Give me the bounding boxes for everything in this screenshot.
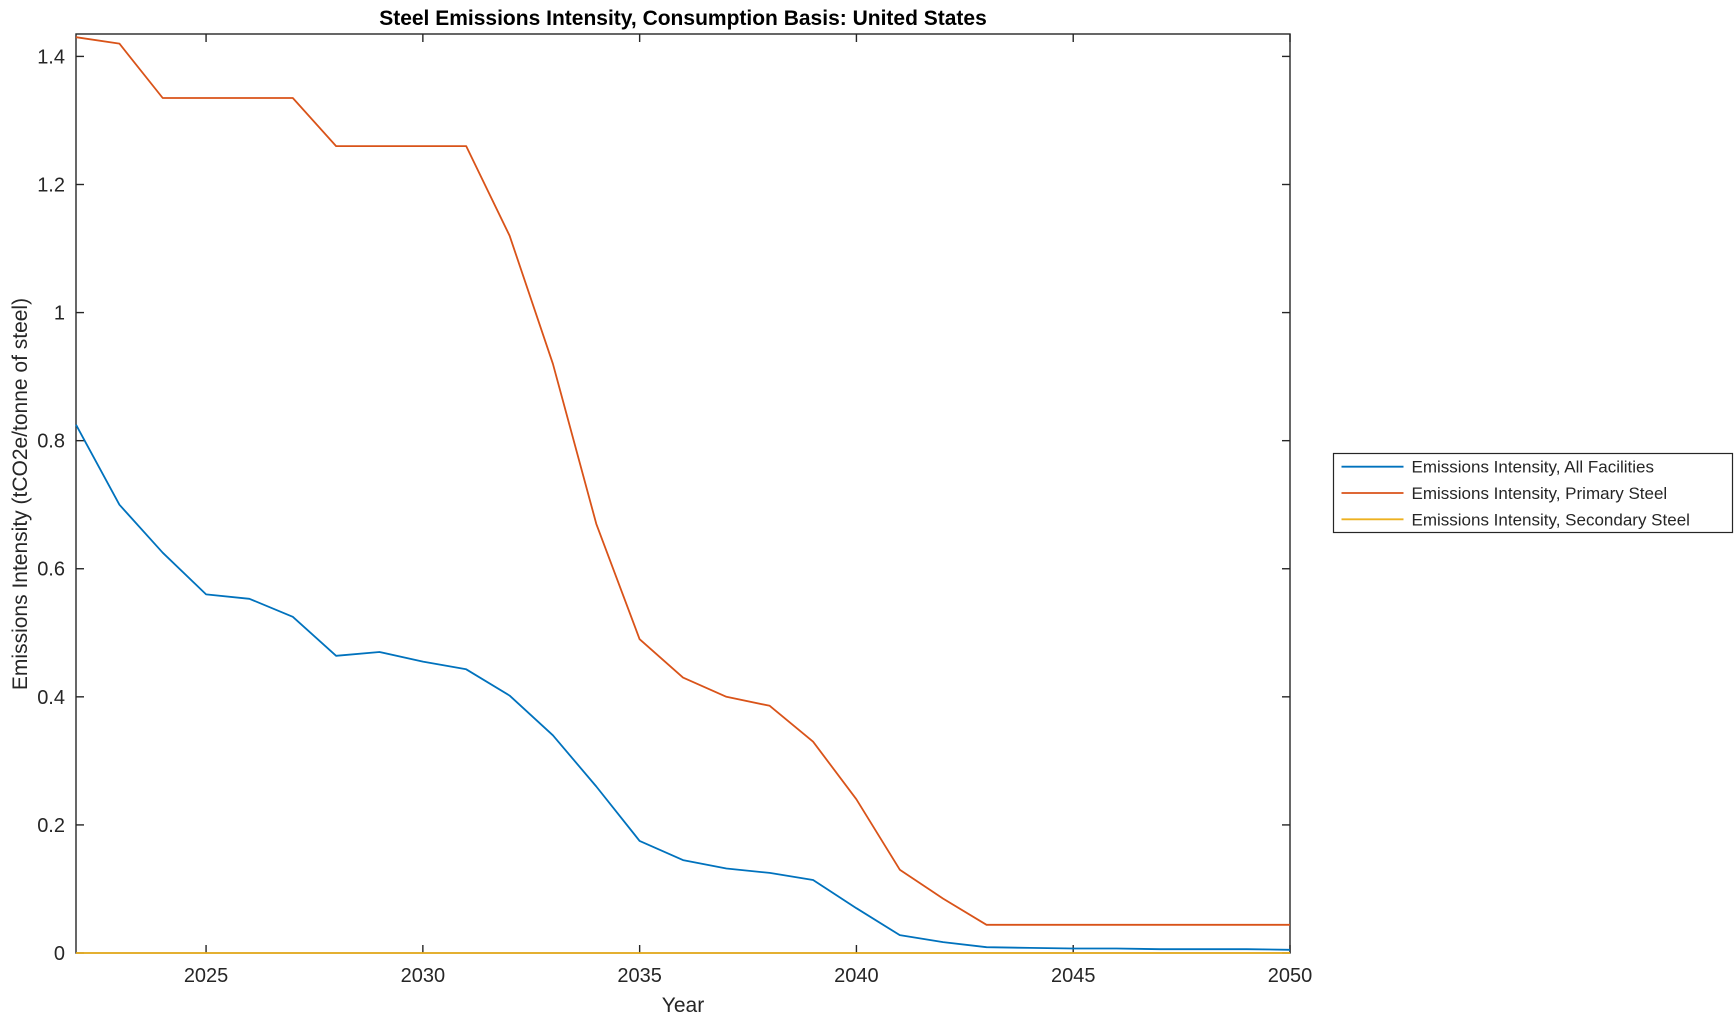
x-axis-tick-labels: 2025 2030 2035 2040 2045 2050 — [184, 965, 1312, 987]
data-series-lines — [75, 36, 1291, 954]
plot-area-border — [75, 33, 1291, 954]
legend-label: Emissions Intensity, All Facilities — [1412, 458, 1654, 477]
legend-items: Emissions Intensity, All Facilities Emiss… — [1341, 458, 1690, 529]
y-tick-label: 0.4 — [37, 687, 65, 709]
x-tick-label: 2030 — [401, 965, 446, 987]
y-tick-label: 0.6 — [37, 559, 65, 581]
chart-title: Steel Emissions Intensity, Consumption B… — [379, 7, 987, 30]
legend-label: Emissions Intensity, Primary Steel — [1412, 484, 1668, 503]
x-tick-label: 2025 — [184, 965, 229, 987]
y-tick-label: 1.2 — [37, 174, 65, 196]
y-tick-label: 1 — [54, 303, 65, 325]
x-tick-label: 2045 — [1051, 965, 1096, 987]
x-tick-label: 2050 — [1268, 965, 1313, 987]
legend-label: Emissions Intensity, Secondary Steel — [1412, 510, 1690, 529]
x-tick-label: 2040 — [834, 965, 879, 987]
line-all-facilities — [75, 424, 1291, 951]
y-axis-label: Emissions Intensity (tCO2e/tonne of stee… — [9, 298, 32, 690]
y-tick-label: 0 — [54, 943, 65, 965]
line-primary-steel — [75, 36, 1290, 926]
y-tick-label: 0.2 — [37, 815, 65, 837]
y-tick-label: 0.8 — [37, 431, 65, 453]
y-axis-tick-labels: 0 0.2 0.4 0.6 0.8 1 1.2 1.4 — [37, 46, 65, 965]
x-tick-label: 2035 — [617, 965, 662, 987]
x-axis-label: Year — [662, 994, 704, 1017]
legend: Emissions Intensity, All Facilities Emiss… — [1332, 452, 1734, 534]
y-tick-label: 1.4 — [37, 46, 65, 68]
